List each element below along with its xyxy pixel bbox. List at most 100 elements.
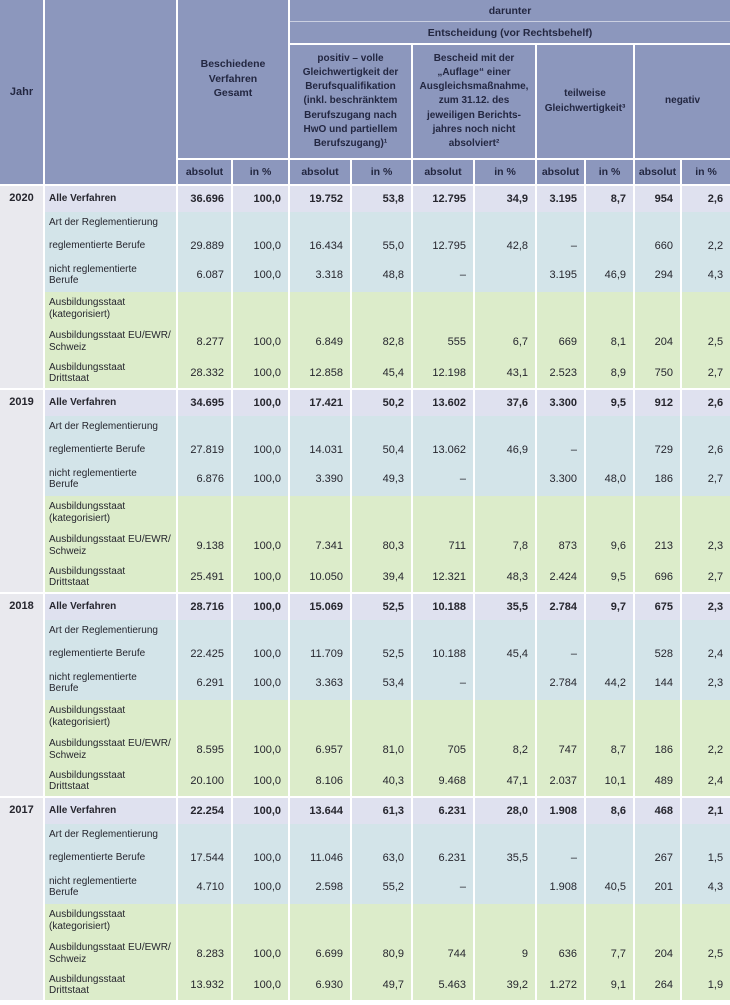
value-cell: 100,0 — [233, 798, 290, 824]
value-cell: – — [537, 846, 586, 870]
row-label: reglementierte Berufe — [45, 642, 178, 666]
value-cell: 13.932 — [178, 970, 233, 1002]
table-row: Art der Reglementierung — [0, 824, 730, 846]
table-row: Ausbildungsstaat EU/EWR/ Schweiz 8.283 100… — [0, 937, 730, 970]
value-cell — [682, 292, 730, 325]
value-cell: 11.046 — [290, 846, 352, 870]
value-cell: 6.849 — [290, 325, 352, 358]
value-cell: – — [413, 666, 475, 700]
value-cell — [290, 824, 352, 846]
value-cell: 46,9 — [475, 438, 537, 462]
group-header-teilweise: teilweise Gleichwertigkeit³ — [537, 45, 635, 160]
value-cell: 3.318 — [290, 258, 352, 292]
value-cell: 52,5 — [352, 642, 413, 666]
jahr-column-header: Jahr — [0, 0, 45, 186]
value-cell — [233, 496, 290, 529]
table-row: nicht reglementierte Berufe 6.087 100,0 3.3… — [0, 258, 730, 292]
value-cell: 22.425 — [178, 642, 233, 666]
value-cell: 100,0 — [233, 462, 290, 496]
value-cell — [178, 292, 233, 325]
value-cell — [290, 700, 352, 733]
gesamt-column-header: Beschiedene Verfahren Gesamt — [178, 0, 290, 160]
subheader-in-percent: in % — [352, 160, 413, 186]
table-row: Ausbildungsstaat Drittstaat 28.332 100,0 12… — [0, 358, 730, 390]
value-cell: 9,5 — [586, 390, 635, 416]
value-cell: 81,0 — [352, 733, 413, 766]
value-cell: 100,0 — [233, 937, 290, 970]
value-cell: 9,5 — [586, 562, 635, 594]
value-cell: 4.710 — [178, 870, 233, 904]
value-cell — [635, 496, 682, 529]
value-cell: 50,4 — [352, 438, 413, 462]
value-cell: 8.277 — [178, 325, 233, 358]
value-cell — [233, 212, 290, 234]
value-cell: 42,8 — [475, 234, 537, 258]
value-cell: 8.283 — [178, 937, 233, 970]
value-cell: 12.795 — [413, 234, 475, 258]
row-label: Alle Verfahren — [45, 798, 178, 824]
value-cell: 2.784 — [537, 594, 586, 620]
value-cell: 2,5 — [682, 937, 730, 970]
row-label: Art der Reglementierung — [45, 620, 178, 642]
value-cell — [537, 292, 586, 325]
value-cell: 9,6 — [586, 529, 635, 562]
value-cell: 12.858 — [290, 358, 352, 390]
value-cell: 747 — [537, 733, 586, 766]
value-cell — [413, 824, 475, 846]
value-cell — [537, 700, 586, 733]
value-cell — [413, 700, 475, 733]
table-row: Ausbildungsstaat Drittstaat 25.491 100,0 10… — [0, 562, 730, 594]
value-cell: 20.100 — [178, 766, 233, 798]
value-cell: 204 — [635, 325, 682, 358]
value-cell: 45,4 — [475, 642, 537, 666]
value-cell — [635, 904, 682, 937]
table-row: Ausbildungsstaat (kategorisiert) — [0, 292, 730, 325]
value-cell: 6.876 — [178, 462, 233, 496]
value-cell — [475, 870, 537, 904]
subheader-in-percent: in % — [682, 160, 730, 186]
value-cell — [352, 620, 413, 642]
value-cell: 48,8 — [352, 258, 413, 292]
value-cell: 660 — [635, 234, 682, 258]
value-cell: 61,3 — [352, 798, 413, 824]
value-cell: 6.231 — [413, 798, 475, 824]
value-cell: 6.930 — [290, 970, 352, 1002]
value-cell — [290, 904, 352, 937]
table-row: Ausbildungsstaat EU/EWR/ Schweiz 9.138 100… — [0, 529, 730, 562]
value-cell: – — [537, 234, 586, 258]
value-cell: 7.341 — [290, 529, 352, 562]
value-cell: 35,5 — [475, 846, 537, 870]
header-row-sub: absolut in % absolut in % absolut in % a… — [0, 160, 730, 186]
value-cell: 213 — [635, 529, 682, 562]
group-header-bescheid-auflage: Bescheid mit der „Auflage“ einer Ausglei… — [413, 45, 537, 160]
value-cell: 3.300 — [537, 390, 586, 416]
value-cell: 28.716 — [178, 594, 233, 620]
table-row: 2017 Alle Verfahren 22.254 100,0 13.644 61,3 6… — [0, 798, 730, 1002]
value-cell: 2,4 — [682, 766, 730, 798]
table-row: reglementierte Berufe 27.819 100,0 14.031 50… — [0, 438, 730, 462]
value-cell: 4,3 — [682, 258, 730, 292]
subheader-absolut: absolut — [413, 160, 475, 186]
subheader-absolut: absolut — [178, 160, 233, 186]
value-cell: 100,0 — [233, 325, 290, 358]
subheader-in-percent: in % — [233, 160, 290, 186]
value-cell: 100,0 — [233, 529, 290, 562]
header-row-darunter: Jahr Beschiedene Verfahren Gesamt darunt… — [0, 0, 730, 186]
table-row: Art der Reglementierung — [0, 416, 730, 438]
value-cell: 100,0 — [233, 358, 290, 390]
value-cell: 2,3 — [682, 529, 730, 562]
value-cell: 3.195 — [537, 258, 586, 292]
value-cell: 10.188 — [413, 642, 475, 666]
group-header-negativ: negativ — [635, 45, 730, 160]
value-cell: 9.468 — [413, 766, 475, 798]
value-cell — [586, 642, 635, 666]
value-cell: 3.363 — [290, 666, 352, 700]
value-cell: 5.463 — [413, 970, 475, 1002]
value-cell: 555 — [413, 325, 475, 358]
value-cell — [635, 620, 682, 642]
header-row-groups: positiv – volle Gleichwertigkeit der Ber… — [0, 45, 730, 160]
value-cell: 8,6 — [586, 798, 635, 824]
value-cell: 7,7 — [586, 937, 635, 970]
value-cell: 144 — [635, 666, 682, 700]
row-label: Ausbildungsstaat Drittstaat — [45, 970, 178, 1002]
